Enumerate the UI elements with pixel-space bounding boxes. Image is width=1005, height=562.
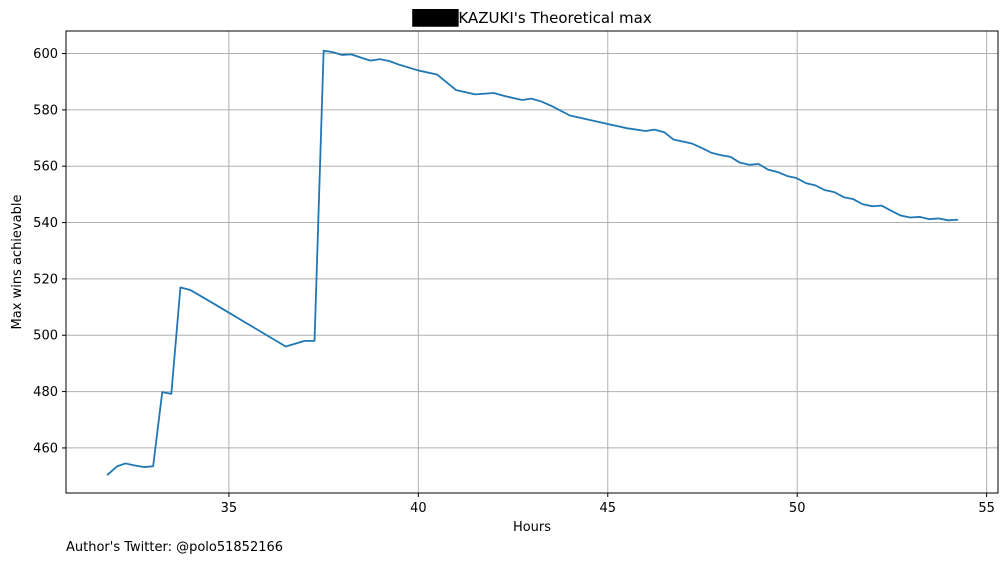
x-tick-label: 45 (599, 501, 616, 516)
axis-ticks: 35 40 45 50 55 460 480 500 520 540 560 580 600 (33, 47, 995, 516)
series-layer (106, 49, 959, 476)
y-tick-label: 520 (33, 272, 58, 287)
author-twitter-note: Author's Twitter: @polo51852166 (66, 540, 283, 555)
y-axis-label: Max wins achievable (10, 195, 25, 330)
y-tick-label: 540 (33, 216, 58, 231)
chart-title: ████KAZUKI's Theoretical max (411, 8, 652, 27)
series-line (106, 49, 959, 476)
x-tick-label: 50 (789, 501, 806, 516)
y-tick-label: 500 (33, 329, 58, 344)
x-tick-label: 35 (221, 501, 238, 516)
y-tick-label: 460 (33, 441, 58, 456)
x-axis-label: Hours (513, 520, 551, 535)
y-tick-label: 600 (33, 47, 58, 62)
plot-frame (65, 30, 999, 494)
x-tick-label: 40 (410, 501, 427, 516)
y-tick-label: 580 (33, 103, 58, 118)
y-tick-label: 480 (33, 385, 58, 400)
y-tick-label: 560 (33, 160, 58, 175)
grid-lines (66, 31, 998, 493)
x-tick-label: 55 (978, 501, 995, 516)
